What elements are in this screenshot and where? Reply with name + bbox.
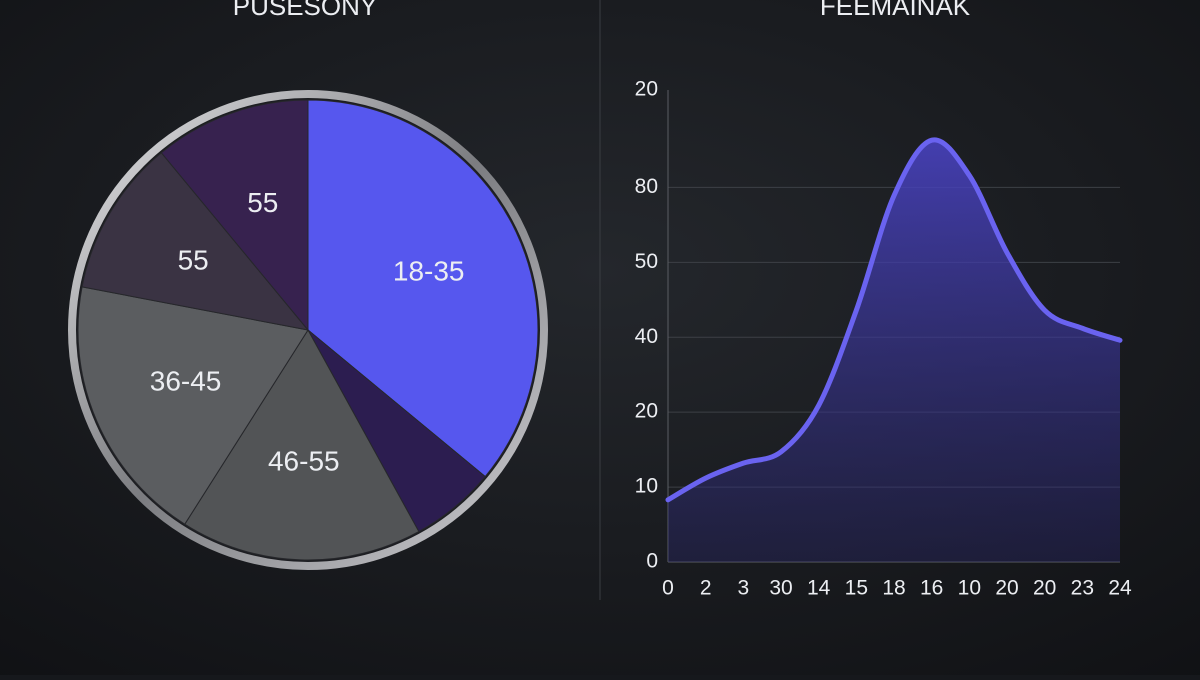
line bbox=[665, 137, 1123, 503]
area-title: FEEMAINAK bbox=[820, 0, 971, 21]
y-tick-label: 20 bbox=[635, 78, 658, 101]
slice-label: 55 bbox=[247, 187, 278, 218]
x-tick-label: 30 bbox=[769, 577, 792, 600]
x-tick-label: 23 bbox=[1071, 577, 1094, 600]
x-tick-label: 14 bbox=[807, 577, 831, 600]
y-tick-label: 20 bbox=[635, 400, 658, 423]
x-tick-label: 20 bbox=[1033, 577, 1056, 600]
y-tick-label: 40 bbox=[635, 325, 658, 348]
x-tick-label: 18 bbox=[882, 577, 905, 600]
y-tick-label: 50 bbox=[635, 250, 658, 273]
pie: 18-35 46-55 36-45 55 55 bbox=[77, 99, 539, 561]
x-tick-label: 15 bbox=[845, 577, 868, 600]
y-tick-label: 10 bbox=[635, 475, 658, 498]
x-tick-label: 16 bbox=[920, 577, 943, 600]
x-tick-label: 0 bbox=[662, 577, 674, 600]
pie-slice bbox=[160, 99, 309, 332]
x-tick-label: 2 bbox=[700, 577, 712, 600]
pie-slice bbox=[307, 99, 539, 478]
x-tick-label: 3 bbox=[737, 577, 749, 600]
pie-slice bbox=[81, 152, 310, 331]
x-tick-label: 24 bbox=[1108, 577, 1132, 600]
slice-label: 36-45 bbox=[150, 365, 222, 396]
y-tick-label: 0 bbox=[646, 550, 658, 573]
slice-label: 46-55 bbox=[268, 446, 340, 477]
pie-title: PUSESONY bbox=[233, 0, 378, 21]
x-tick-label: 20 bbox=[995, 577, 1018, 600]
slice-label: 18-35 bbox=[393, 256, 465, 287]
y-tick-label: 80 bbox=[635, 175, 658, 198]
slice-label: 55 bbox=[178, 244, 209, 275]
pie-slice bbox=[77, 286, 309, 525]
pie-slice bbox=[184, 329, 420, 561]
x-tick-label: 10 bbox=[958, 577, 981, 600]
area-fill bbox=[668, 139, 1120, 562]
